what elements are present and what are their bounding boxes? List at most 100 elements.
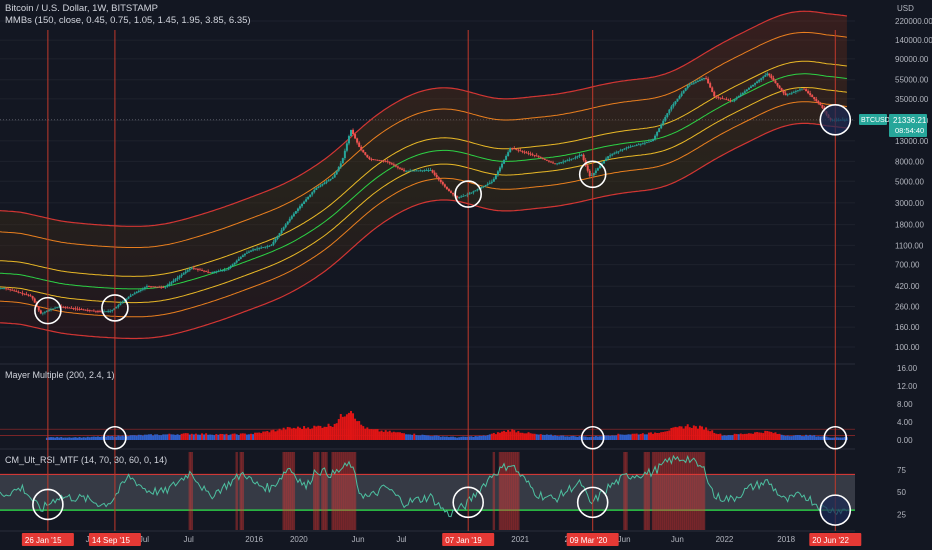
mayer-bar [543,434,546,440]
candle [86,310,89,311]
candle [98,311,101,313]
candle [496,171,499,176]
candle [145,286,148,288]
price-low-circle [819,104,852,136]
candle [668,109,671,114]
mayer-bar [372,429,375,440]
candle [405,170,408,172]
candle [50,309,53,311]
candle [594,170,597,173]
mayer-bar [135,435,138,440]
mayer-bar [201,433,204,440]
candle [566,160,569,162]
candle [341,158,344,164]
mayer-bar [535,434,538,440]
candle [562,161,565,163]
rsi-panel [0,452,855,530]
mayer-bar [127,436,130,440]
mayer-low-circle [103,425,127,450]
candle [674,101,677,104]
rsi-overbought-shade [315,452,318,530]
mayer-bar [511,429,514,440]
rsi-overbought-shade [190,452,194,530]
rsi-overbought-shade [645,452,649,530]
candle [52,308,55,310]
mayer-bar [594,435,597,440]
candle [617,151,620,153]
mayer-bar [423,434,426,440]
mayer-bar [364,428,367,440]
candle [160,286,163,288]
mayer-bar [817,436,820,440]
candle [635,144,638,146]
candle [386,161,389,163]
candle [558,162,561,164]
rsi-overbought-shade [317,452,320,530]
candle [690,83,693,85]
candle [380,160,383,162]
candle [803,88,806,90]
mayer-bar [815,436,818,440]
candle [184,271,187,274]
candle [229,266,232,269]
mayer-bar [307,427,310,440]
candle [623,148,626,150]
candle [219,270,222,272]
candle [696,80,699,82]
rsi-overbought-shade [692,452,696,530]
mayer-bar [64,437,67,440]
mayer-bar [707,430,710,440]
mayer-bar [590,436,593,440]
mayer-bar [568,436,571,440]
mayer-bar [54,437,57,440]
mayer-bar [833,437,836,440]
candle [745,89,748,92]
rsi-overbought-shade [341,452,345,530]
candle [225,269,228,271]
mayer-bar [82,437,85,440]
candle [58,306,61,308]
candle [664,117,667,121]
mayer-bar [686,424,689,440]
candle [88,310,91,312]
mayer-bar [421,434,424,440]
mayer-bar [166,434,169,440]
mayer-bar [605,435,608,440]
candle [654,135,657,140]
candle [656,131,659,136]
candle [821,105,824,109]
mayer-bar [756,432,759,440]
candle [156,286,159,288]
rsi-overbought-shade [331,452,334,530]
mayer-bar [62,437,65,440]
mayer-bar [772,433,775,440]
candle [294,211,297,214]
candle [492,179,495,182]
candle [676,98,679,102]
candle [190,267,193,269]
mayer-bar [254,432,257,440]
rsi-overbought-shade [241,452,245,530]
rsi-overbought-shade [323,452,326,530]
mayer-bar [713,432,716,440]
rsi-overbought-shade [659,452,663,530]
mayer-bar [415,435,418,440]
mayer-bar [468,436,471,440]
mayer-tick: 16.00 [897,364,918,373]
rsi-overbought-shade [333,452,336,530]
mayer-bar [260,433,263,440]
price-tick: 140000.00 [895,36,932,45]
mayer-bar [666,431,669,440]
candle [119,303,122,306]
candle [660,124,663,129]
mayer-bar [431,436,434,440]
mayer-bar [190,433,193,440]
candle [366,154,369,158]
candle [166,285,169,287]
rsi-overbought-shade [688,452,691,530]
candle [407,170,410,172]
candle [778,85,781,89]
rsi-band [0,474,855,511]
candle [807,91,810,94]
